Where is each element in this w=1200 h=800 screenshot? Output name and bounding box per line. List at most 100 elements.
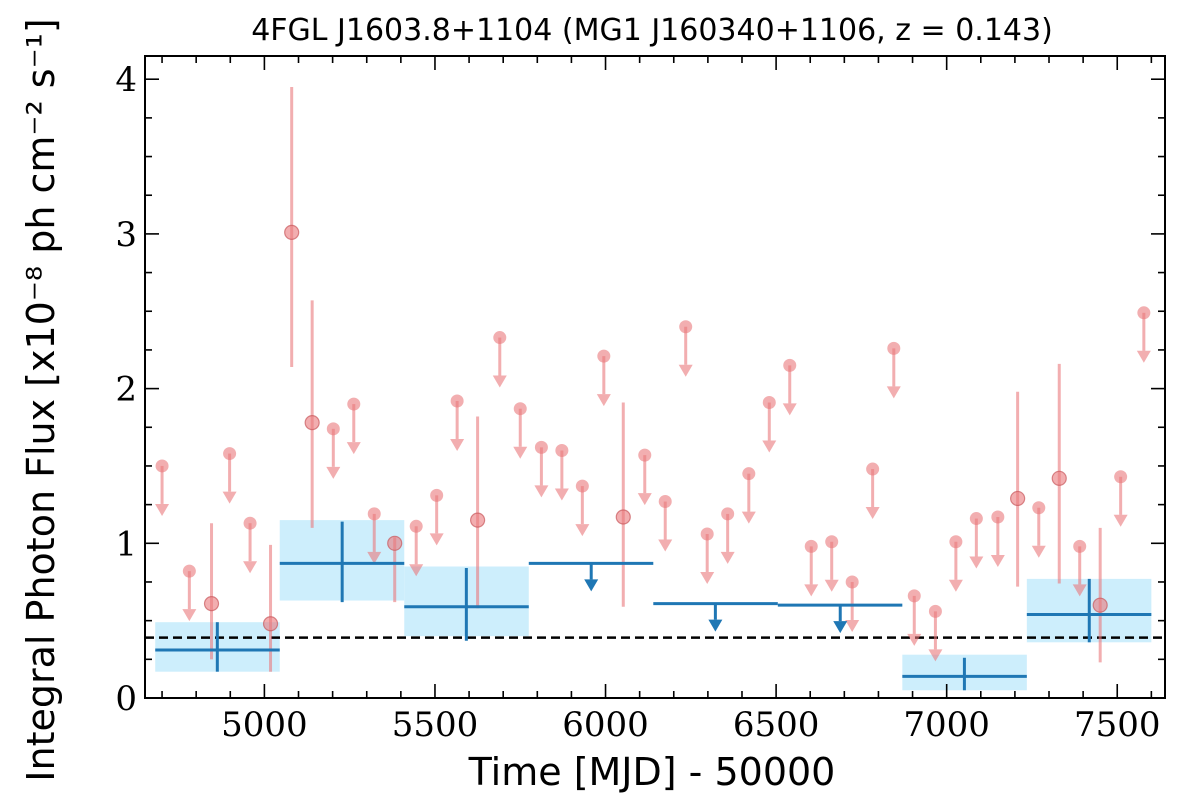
upper-limit-point (907, 589, 921, 603)
upper-limit-arrow (845, 619, 860, 632)
long-bin-bands (155, 520, 1152, 691)
upper-limit-point (825, 535, 839, 549)
upper-limit-point (969, 512, 983, 526)
upper-limit-arrow (928, 649, 943, 662)
short-bin-point (304, 415, 320, 431)
upper-limit-arrow (886, 386, 901, 399)
upper-limit-point (450, 394, 464, 408)
upper-limit-arrow (243, 561, 258, 574)
upper-limit-point (949, 535, 963, 549)
upper-limit-point (182, 564, 196, 578)
upper-limit-arrow (492, 375, 507, 388)
plot-frame-rect (144, 55, 1166, 699)
upper-limit-arrow (824, 579, 839, 592)
upper-limit-arrow (1031, 545, 1046, 558)
upper-limit-arrow (409, 564, 424, 577)
upper-limit-point (534, 440, 548, 454)
upper-limit-arrow (1113, 514, 1128, 527)
upper-limit-point (638, 448, 652, 462)
upper-limit-point (513, 402, 527, 416)
short-bin-points (155, 86, 1151, 672)
upper-limit-arrow (575, 524, 590, 537)
upper-limit-arrow (222, 491, 237, 504)
upper-limit-arrow (762, 440, 777, 453)
upper-limit-arrow (969, 556, 984, 569)
upper-limit-point (887, 341, 901, 355)
upper-limit-arrow (782, 403, 797, 416)
x-tick-label: 5500 (392, 705, 479, 745)
long-bin-limit-arrow (584, 579, 599, 592)
upper-limit-point (555, 443, 569, 457)
upper-limit-arrow (596, 394, 611, 407)
upper-limit-point (700, 527, 714, 541)
upper-limit-arrow (990, 555, 1005, 568)
upper-limit-point (783, 358, 797, 372)
upper-limit-arrow (804, 584, 819, 597)
x-tick-label: 6500 (733, 705, 820, 745)
upper-limit-point (991, 510, 1005, 524)
upper-limit-arrow (700, 572, 715, 585)
upper-limit-arrow (534, 485, 549, 498)
upper-limit-point (845, 575, 859, 589)
y-tick-label: 4 (115, 60, 137, 100)
x-axis-label: Time [MJD] - 50000 (468, 750, 836, 794)
long-bin-limit-arrow (708, 619, 723, 632)
plot-frame (144, 55, 1166, 699)
upper-limit-arrow (865, 507, 880, 520)
upper-limit-arrow (678, 364, 693, 377)
upper-limit-arrow (346, 442, 361, 455)
upper-limit-point (679, 320, 693, 334)
upper-limit-point (1073, 539, 1087, 553)
axis-ticks: 5000 5500 6000 6500 7000 7500 0 1 2 3 4 (115, 56, 1165, 745)
upper-limit-point (866, 462, 880, 476)
short-bin-point (1092, 597, 1108, 613)
upper-limit-arrow (450, 438, 465, 451)
upper-limit-point (409, 519, 423, 533)
upper-limit-arrow (554, 488, 569, 501)
short-bin-point (387, 535, 403, 551)
short-bin-point (262, 616, 279, 632)
short-bin-point (284, 224, 300, 240)
x-tick-label: 5000 (221, 705, 308, 745)
y-tick-label: 0 (115, 679, 137, 719)
upper-limit-arrow (741, 511, 756, 524)
upper-limit-point (1114, 470, 1128, 484)
upper-limit-arrow (513, 446, 528, 459)
upper-limit-point (493, 331, 507, 345)
upper-limit-point (575, 479, 589, 493)
upper-limit-arrow (907, 633, 922, 646)
upper-limit-point (762, 396, 776, 410)
y-tick-label: 2 (115, 370, 137, 410)
upper-limit-point (742, 467, 756, 481)
long-bin-limit-arrow (833, 621, 848, 634)
y-tick-label: 1 (115, 524, 137, 564)
upper-limit-point (658, 495, 672, 509)
short-bin-point (615, 509, 631, 525)
upper-limit-arrow (182, 609, 197, 622)
upper-limit-arrow (326, 466, 341, 479)
upper-limit-arrow (637, 493, 652, 506)
upper-limit-arrow (720, 551, 735, 564)
short-bin-point (1010, 490, 1026, 507)
upper-limit-arrow (367, 551, 382, 564)
chart-title: 4FGL J1603.8+1104 (MG1 J160340+1106, z =… (251, 13, 1053, 48)
y-axis-label: Integral Photon Flux [x10⁻⁸ ph cm⁻² s⁻¹] (19, 18, 63, 781)
upper-limit-point (721, 507, 735, 521)
x-tick-label: 7000 (903, 705, 990, 745)
upper-limit-point (243, 516, 257, 530)
upper-limit-arrow (658, 539, 673, 552)
upper-limit-point (597, 349, 611, 363)
upper-limit-point (430, 488, 444, 502)
upper-limit-arrow (429, 533, 444, 546)
upper-limit-point (928, 604, 942, 618)
upper-limit-point (367, 507, 381, 521)
upper-limit-point (347, 397, 361, 411)
upper-limit-arrow (1072, 584, 1087, 597)
long-bin-points (155, 521, 1152, 691)
upper-limit-arrow (948, 579, 963, 592)
x-tick-label: 7500 (1074, 705, 1161, 745)
upper-limit-point (326, 422, 340, 436)
upper-limit-point (223, 447, 237, 461)
upper-limit-arrow (155, 503, 170, 516)
